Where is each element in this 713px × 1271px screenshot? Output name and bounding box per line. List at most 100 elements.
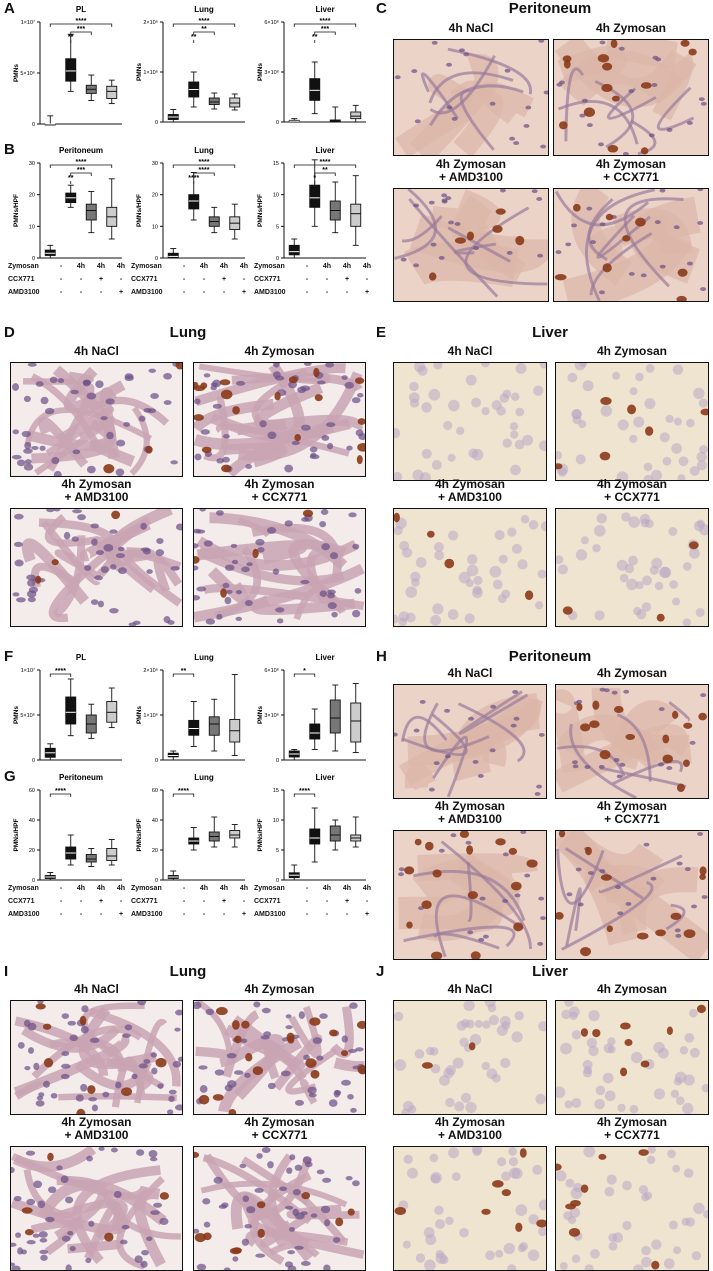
y-tick-label: 0 bbox=[276, 120, 279, 126]
micrograph-liver bbox=[555, 1146, 709, 1271]
y-axis-label: PMNs/HPF bbox=[257, 194, 264, 227]
significance-label: **** bbox=[299, 788, 310, 795]
significance-label: **** bbox=[320, 159, 331, 166]
condition-value: + bbox=[344, 898, 350, 905]
box-nacl bbox=[288, 238, 300, 259]
significance-bracket: ** bbox=[314, 167, 336, 176]
significance-label: **** bbox=[76, 18, 87, 25]
chart-g-peritoneum: Peritoneum 0 20 40 60 PMNs/HPF **** bbox=[13, 773, 122, 884]
micrograph-label: 4h Zymosan + AMD3100 bbox=[393, 1116, 547, 1142]
y-tick-label: 6×10⁶ bbox=[264, 667, 279, 674]
y-axis-label: PMNs/HPF bbox=[136, 819, 143, 852]
condition-row-label: CCX771 bbox=[254, 898, 281, 905]
condition-value: 4h bbox=[362, 885, 372, 892]
micrograph-label: 4h Zymosan bbox=[555, 345, 709, 358]
box-amd3100 bbox=[106, 178, 118, 240]
significance-bracket: * bbox=[313, 175, 316, 184]
micrograph-label-line: + CCX771 bbox=[604, 1128, 660, 1142]
condition-value: - bbox=[182, 911, 186, 918]
micrograph-peritoneum bbox=[393, 684, 547, 799]
significance-label: ** bbox=[68, 175, 74, 182]
y-tick-label: 1×10⁶ bbox=[143, 712, 158, 719]
y-tick-label: 0 bbox=[155, 878, 158, 884]
micrograph-label-line: 4h Zymosan bbox=[596, 666, 668, 680]
y-tick-label: 3×10⁶ bbox=[264, 69, 279, 76]
micrograph-label: 4h Zymosan + CCX771 bbox=[555, 800, 709, 826]
micrograph-label-line: 4h Zymosan bbox=[596, 1115, 668, 1129]
condition-value: - bbox=[59, 276, 63, 283]
significance-bracket: **** bbox=[49, 788, 72, 797]
micrograph-label-line: + AMD3100 bbox=[64, 490, 129, 504]
box-nacl bbox=[167, 870, 179, 881]
chart-f-liver: Liver 0 3×10⁶ 6×10⁶ PMNs * bbox=[257, 653, 366, 764]
box-nacl bbox=[288, 118, 300, 123]
significance-label: **** bbox=[199, 18, 210, 25]
condition-row-label: AMD3100 bbox=[8, 289, 40, 296]
panel-letter-c: C bbox=[376, 0, 387, 17]
significance-bracket: **** bbox=[172, 18, 236, 27]
micrograph-label-line: + AMD3100 bbox=[64, 1128, 129, 1142]
significance-label: **** bbox=[199, 167, 210, 174]
condition-value: - bbox=[59, 898, 63, 905]
significance-bracket: **** bbox=[293, 18, 357, 27]
micrograph-peritoneum bbox=[393, 39, 549, 156]
condition-row-label: AMD3100 bbox=[254, 911, 286, 918]
significance-label: **** bbox=[55, 788, 66, 795]
box-ccx771 bbox=[329, 819, 341, 851]
micrograph-peritoneum bbox=[553, 39, 709, 156]
y-tick-label: 0 bbox=[32, 256, 35, 262]
significance-label: *** bbox=[77, 26, 85, 33]
y-tick-label: 60 bbox=[29, 788, 35, 794]
micrograph-label-line: + CCX771 bbox=[604, 490, 660, 504]
micrograph-label-line: + CCX771 bbox=[603, 170, 659, 184]
micrograph-label-line: 4h NaCl bbox=[447, 344, 493, 358]
condition-value: - bbox=[325, 289, 329, 296]
micrograph-label-line: 4h Zymosan bbox=[595, 21, 667, 35]
micrograph-label: 4h NaCl bbox=[393, 667, 547, 680]
box-amd3100 bbox=[229, 674, 241, 756]
box-nacl bbox=[167, 248, 179, 259]
significance-bracket: *** bbox=[70, 167, 92, 176]
chart-f-lung: Lung 0 1×10⁶ 2×10⁶ PMNs ** bbox=[136, 653, 245, 764]
box-zymosan bbox=[309, 708, 321, 750]
micrograph-liver bbox=[393, 508, 547, 627]
significance-bracket: ** bbox=[68, 34, 74, 43]
chart-title: PL bbox=[76, 5, 86, 14]
box-amd3100 bbox=[350, 175, 362, 246]
y-tick-label: 5×10⁶ bbox=[20, 70, 35, 77]
condition-value: - bbox=[325, 898, 329, 905]
condition-value: - bbox=[202, 911, 206, 918]
y-tick-label: 0 bbox=[276, 256, 279, 262]
condition-value: + bbox=[221, 898, 227, 905]
micrograph-peritoneum bbox=[555, 684, 709, 799]
panel-letter-b: B bbox=[4, 141, 15, 158]
box-zymosan bbox=[65, 33, 77, 92]
panel-letter-g: G bbox=[4, 768, 16, 785]
significance-bracket: **** bbox=[188, 175, 199, 184]
significance-bracket: **** bbox=[49, 18, 113, 27]
significance-label: **** bbox=[178, 788, 189, 795]
significance-bracket: ** bbox=[312, 34, 318, 43]
condition-value: 4h bbox=[362, 263, 372, 270]
y-axis-label: PMNs bbox=[257, 706, 264, 724]
condition-value: - bbox=[305, 263, 309, 270]
condition-value: - bbox=[325, 911, 329, 918]
condition-value: - bbox=[182, 276, 186, 283]
significance-label: **** bbox=[199, 159, 210, 166]
condition-value: - bbox=[242, 276, 246, 283]
significance-label: *** bbox=[321, 26, 329, 33]
y-tick-label: 6×10⁶ bbox=[264, 19, 279, 26]
y-axis-label: PMNs/HPF bbox=[257, 819, 264, 852]
condition-row-label: Zymosan bbox=[131, 885, 162, 892]
significance-label: ** bbox=[322, 167, 328, 174]
y-tick-label: 0 bbox=[32, 878, 35, 884]
micrograph-lung bbox=[193, 508, 366, 627]
condition-value: - bbox=[222, 289, 226, 296]
significance-label: ** bbox=[312, 34, 318, 41]
micrograph-label: 4h Zymosan + CCX771 bbox=[553, 158, 709, 184]
condition-value: + bbox=[344, 276, 350, 283]
significance-label: **** bbox=[55, 668, 66, 675]
y-axis-label: PMNs bbox=[136, 706, 143, 724]
